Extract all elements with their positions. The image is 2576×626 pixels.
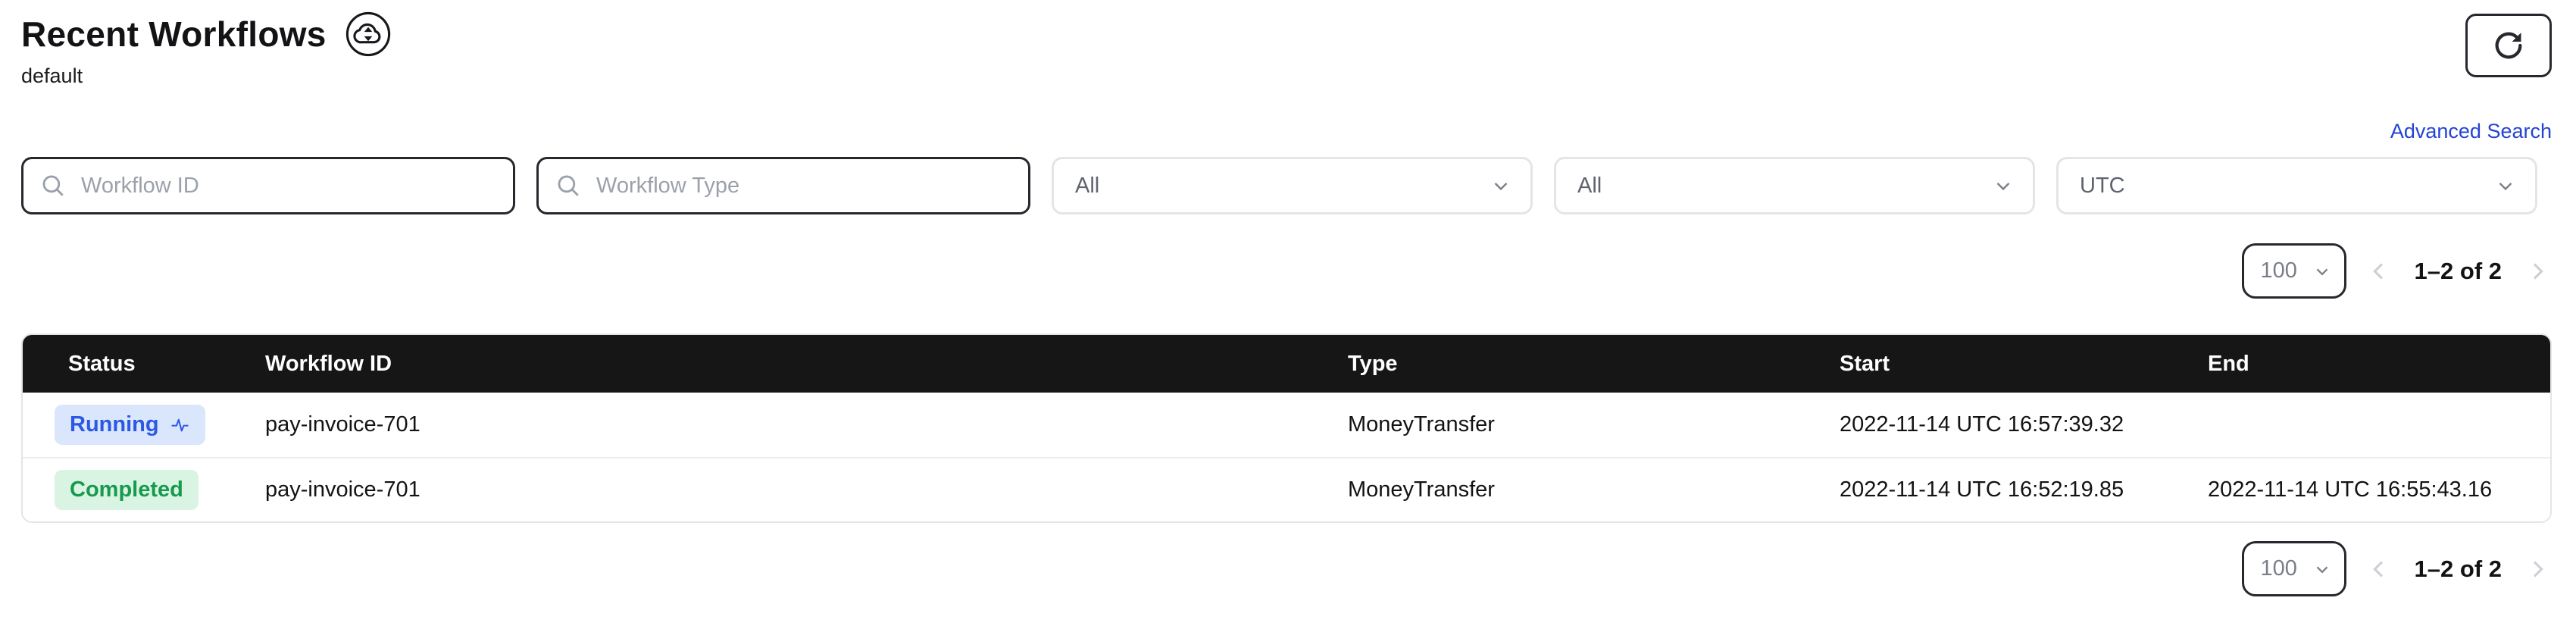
page-range-label: 1–2 of 2 — [2414, 257, 2502, 284]
time-range-filter-value: All — [1577, 173, 1602, 198]
workflow-type-input[interactable] — [595, 172, 1011, 199]
end-cell: 2022-11-14 UTC 16:55:43.16 — [2208, 477, 2493, 502]
workflow-id-search-box[interactable] — [21, 157, 515, 214]
workflow-type-search-box[interactable] — [536, 157, 1030, 214]
page-size-select[interactable]: 100 — [2241, 541, 2346, 596]
workflow-id-cell: pay-invoice-701 — [265, 477, 420, 502]
cloud-sync-icon — [345, 11, 392, 58]
chevron-down-icon — [2312, 261, 2332, 281]
table-header-row: Status Workflow ID Type Start End — [23, 335, 2550, 393]
timezone-value: UTC — [2080, 173, 2125, 198]
refresh-icon — [2491, 28, 2526, 63]
prev-page-chevron-icon[interactable] — [2365, 555, 2393, 584]
namespace-label: default — [21, 64, 83, 87]
page-size-value: 100 — [2260, 556, 2297, 581]
title-block: Recent Workflows default — [21, 11, 392, 88]
chevron-down-icon — [1992, 174, 2015, 197]
pagination-top: 100 1–2 of 2 — [21, 243, 2552, 299]
page-title: Recent Workflows — [21, 14, 327, 54]
column-header-start: Start — [1840, 351, 1890, 376]
workflow-id-cell: pay-invoice-701 — [265, 412, 420, 437]
status-badge-label: Completed — [70, 477, 183, 502]
status-filter-select[interactable]: All — [1052, 157, 1533, 214]
column-header-type: Type — [1348, 351, 1398, 376]
table-row[interactable]: Completed pay-invoice-701 MoneyTransfer … — [23, 457, 2550, 521]
page-size-value: 100 — [2260, 258, 2297, 283]
type-cell: MoneyTransfer — [1348, 477, 1495, 502]
start-cell: 2022-11-14 UTC 16:52:19.85 — [1840, 477, 2124, 502]
chevron-down-icon — [2494, 174, 2517, 197]
status-filter-value: All — [1075, 173, 1100, 198]
chevron-down-icon — [1490, 174, 1512, 197]
title-row: Recent Workflows — [21, 11, 392, 58]
next-page-chevron-icon[interactable] — [2523, 555, 2552, 584]
workflows-table: Status Workflow ID Type Start End Runnin… — [21, 333, 2552, 523]
prev-page-chevron-icon[interactable] — [2365, 257, 2393, 286]
status-badge-completed: Completed — [55, 470, 199, 510]
activity-pulse-icon — [170, 415, 190, 435]
page-range-label: 1–2 of 2 — [2414, 555, 2502, 582]
pagination-bottom: 100 1–2 of 2 — [21, 541, 2552, 596]
search-icon — [555, 173, 581, 199]
status-cell: Completed — [45, 470, 242, 510]
next-page-chevron-icon[interactable] — [2523, 257, 2552, 286]
status-cell: Running — [45, 405, 242, 445]
type-cell: MoneyTransfer — [1348, 412, 1495, 437]
timezone-select[interactable]: UTC — [2056, 157, 2537, 214]
column-header-status: Status — [68, 351, 136, 376]
advanced-search-row: Advanced Search — [21, 120, 2552, 143]
filter-row: All All UTC — [21, 157, 2552, 214]
workflow-id-input[interactable] — [80, 172, 496, 199]
refresh-button[interactable] — [2465, 14, 2552, 77]
time-range-filter-select[interactable]: All — [1554, 157, 2035, 214]
table-row[interactable]: Running pay-invoice-701 MoneyTransfer 20… — [23, 393, 2550, 457]
column-header-end: End — [2208, 351, 2249, 376]
recent-workflows-page: Recent Workflows default — [21, 11, 2552, 596]
status-badge-running: Running — [55, 405, 205, 445]
advanced-search-link[interactable]: Advanced Search — [2390, 120, 2552, 142]
search-icon — [40, 173, 66, 199]
column-header-workflow-id: Workflow ID — [265, 351, 392, 376]
page-size-select[interactable]: 100 — [2241, 243, 2346, 299]
top-bar: Recent Workflows default — [21, 11, 2552, 88]
chevron-down-icon — [2312, 559, 2332, 579]
status-badge-label: Running — [70, 412, 159, 437]
start-cell: 2022-11-14 UTC 16:57:39.32 — [1840, 412, 2124, 437]
